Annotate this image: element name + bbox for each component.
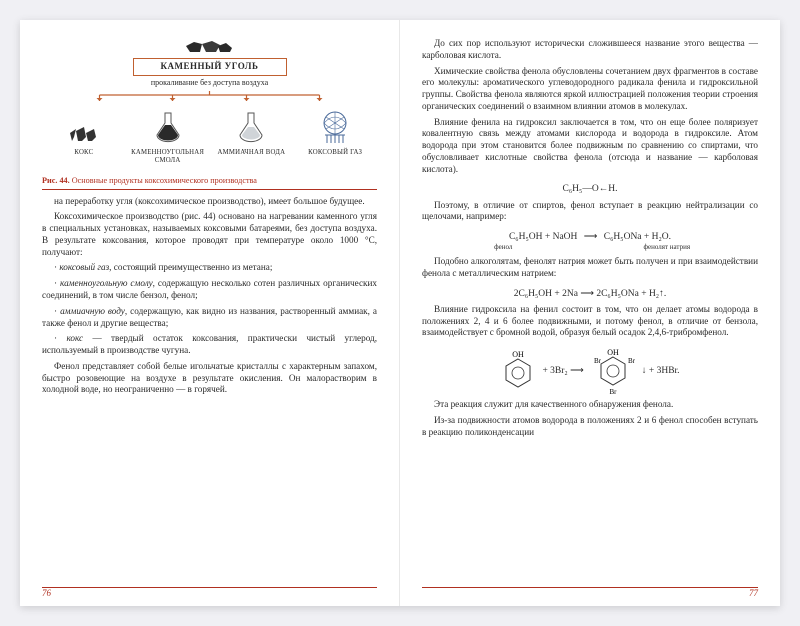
svg-text:OH: OH — [607, 348, 619, 357]
flask-light-icon — [231, 107, 271, 147]
para: Поэтому, в отличие от спиртов, фенол вст… — [422, 200, 758, 224]
para: Эта реакция служит для качественного обн… — [422, 399, 758, 411]
formula-polarization: C₆H₅—O←H. — [422, 183, 758, 195]
svg-text:Br: Br — [609, 388, 617, 395]
gas-holder-icon — [315, 107, 355, 147]
page-number-left: 76 — [42, 588, 51, 600]
svg-text:Br: Br — [628, 357, 636, 365]
para: До сих пор используют исторически сложив… — [422, 38, 758, 62]
diagram-title: КАМЕННЫЙ УГОЛЬ — [133, 58, 287, 76]
product-coke-gas: КОКСОВЫЙ ГАЗ — [295, 107, 375, 158]
para: · каменноугольную смолу, содержащую неск… — [42, 278, 377, 302]
diagram-products: КОКС КАМЕННОУГОЛЬНАЯ СМОЛА АММИАЧНАЯ ВОД… — [42, 107, 377, 166]
para: Фенол представляет собой белые игольчаты… — [42, 361, 377, 396]
para: Химические свойства фенола обусловлены с… — [422, 66, 758, 113]
para: на переработку угля (коксохимическое про… — [42, 196, 377, 208]
flask-dark-icon — [148, 107, 188, 147]
coal-diagram: КАМЕННЫЙ УГОЛЬ прокаливание без доступа … — [42, 38, 377, 166]
page-rule — [422, 587, 758, 588]
para: Подобно алкоголятам, фенолят натрия може… — [422, 256, 758, 280]
page-left: КАМЕННЫЙ УГОЛЬ прокаливание без доступа … — [20, 20, 400, 606]
product-ammonia-water: АММИАЧНАЯ ВОДА — [211, 107, 291, 158]
diagram-connector — [42, 91, 377, 105]
para: Влияние гидроксила на фенил состоит в то… — [422, 304, 758, 339]
para: Влияние фенила на гидроксил заключается … — [422, 117, 758, 176]
svg-text:OH: OH — [513, 350, 525, 359]
product-tar: КАМЕННОУГОЛЬНАЯ СМОЛА — [127, 107, 207, 166]
phenol-ring-icon: OH — [500, 349, 536, 393]
para: · кокс — твердый остаток коксования, пра… — [42, 333, 377, 357]
para: Из-за подвижности атомов водорода в поло… — [422, 415, 758, 439]
formula-bromination: OH + 3Br₂ ⟶ OH Br Br Br ↓ + 3HBr. — [422, 347, 758, 395]
para: Коксохимическое производство (рис. 44) о… — [42, 211, 377, 258]
formula-neutralization: C₆H₅OH + NaOH ⟶ C₆H₅ONa + H₂O. фенол фен… — [422, 231, 758, 252]
formula-sodium: 2C₆H₅OH + 2Na ⟶ 2C₆H₅ONa + H₂↑. — [422, 288, 758, 300]
tribromophenol-ring-icon: OH Br Br Br — [590, 347, 636, 395]
page-rule — [42, 587, 377, 588]
left-text: на переработку угля (коксохимическое про… — [42, 196, 377, 400]
coal-lump-icon — [180, 38, 240, 56]
para: · аммиачную воду, содержащую, как видно … — [42, 306, 377, 330]
page-right: До сих пор используют исторически сложив… — [400, 20, 780, 606]
diagram-process: прокаливание без доступа воздуха — [42, 78, 377, 88]
coke-icon — [64, 107, 104, 147]
para: · коксовый газ, состоящий преимущественн… — [42, 262, 377, 274]
product-coke: КОКС — [44, 107, 124, 158]
figure-caption: Рис. 44. Основные продукты коксохимическ… — [42, 176, 377, 190]
page-number-right: 77 — [749, 588, 758, 600]
book-spread: КАМЕННЫЙ УГОЛЬ прокаливание без доступа … — [20, 20, 780, 606]
